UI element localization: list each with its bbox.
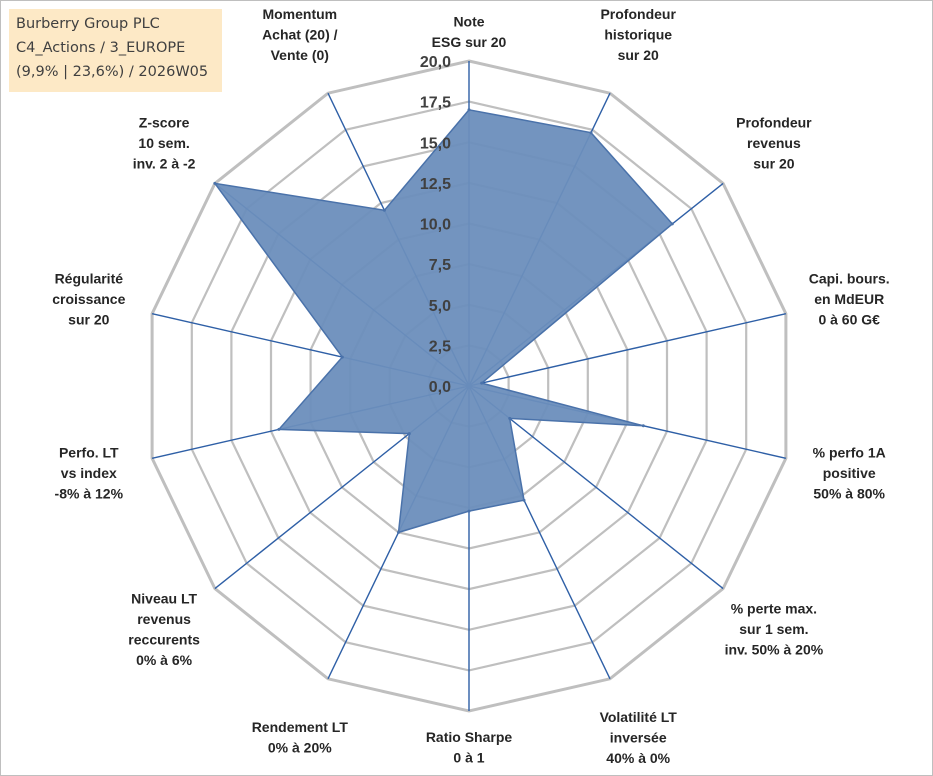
axis-label-line: Capi. bours. — [809, 271, 890, 287]
axis-label-line: 0 à 1 — [453, 750, 484, 766]
tick-label: 7,5 — [429, 257, 451, 274]
axis-label-line: Profondeur — [736, 114, 812, 130]
axis-label-line: 0% à 20% — [268, 740, 332, 756]
title-category: C4_Actions / 3_EUROPE — [16, 40, 186, 56]
axis-label-line: Niveau LT — [131, 590, 197, 606]
axis-label-line: Vente (0) — [271, 47, 329, 63]
axis-label-line: sur 20 — [753, 155, 794, 171]
axis-label-line: Momentum — [262, 6, 337, 22]
series-point — [480, 381, 484, 385]
tick-label: 2,5 — [429, 338, 451, 355]
axis-label: % perte max. sur 1 sem. inv. 50% à 20% — [725, 601, 824, 658]
axis-label: Volatilité LT inversée 40% à 0% — [600, 709, 678, 766]
axis-label: % perfo 1A positive 50% à 80% — [813, 444, 886, 501]
axis-label-line: Z-score — [139, 114, 190, 130]
radial-tick-labels: 0,0 2,5 5,0 7,5 10,0 12,5 15,0 17,5 20,0 — [420, 54, 451, 396]
axis-spoke — [468, 385, 724, 590]
title-box: Burberry Group PLC C4_Actions / 3_EUROPE… — [9, 9, 222, 92]
axis-label: Capi. bours. en MdEUR 0 à 60 G€ — [809, 271, 890, 328]
axis-label-line: 40% à 0% — [606, 750, 670, 766]
tick-label: 20,0 — [420, 54, 451, 71]
tick-label: 10,0 — [420, 217, 451, 234]
radar-series — [213, 108, 674, 534]
axis-label-line: 50% à 80% — [813, 485, 885, 501]
axis-label: Ratio Sharpe 0 à 1 — [426, 729, 513, 766]
axis-spoke — [468, 313, 787, 387]
axis-label-line: 0% à 6% — [136, 652, 193, 668]
title-period: (9,9% | 23,6%) / 2026W05 — [16, 64, 209, 80]
series-point — [407, 432, 411, 436]
axis-label-line: Ratio Sharpe — [426, 729, 513, 745]
series-point — [397, 530, 400, 534]
series-point — [641, 424, 645, 428]
series-point — [467, 509, 471, 513]
axis-label-line: 10 sem. — [138, 135, 189, 151]
axis-labels: Note ESG sur 20 Profondeur historique sur 20… — [52, 6, 889, 766]
axis-label-line: -8% à 12% — [55, 485, 124, 501]
axis-label-line: inv. 2 à -2 — [133, 155, 196, 171]
axis-label: Momentum Achat (20) / Vente (0) — [262, 6, 338, 63]
axis-label-line: reccurents — [128, 631, 200, 647]
axis-label-line: positive — [823, 465, 876, 481]
axis-label: Perfo. LT vs index -8% à 12% — [55, 444, 124, 501]
series-point — [277, 427, 281, 431]
axis-label-line: en MdEUR — [814, 291, 884, 307]
axis-label: Z-score 10 sem. inv. 2 à -2 — [133, 114, 196, 171]
axis-label-line: inv. 50% à 20% — [725, 642, 824, 658]
axis-label-line: sur 1 sem. — [739, 621, 808, 637]
axis-label: Rendement LT 0% à 20% — [252, 719, 349, 756]
axis-label: Profondeur historique sur 20 — [600, 6, 676, 63]
tick-label: 15,0 — [420, 135, 451, 152]
series-point — [382, 208, 386, 212]
axis-label: Niveau LT revenus reccurents 0% à 6% — [128, 590, 200, 668]
axis-label-line: inversée — [610, 729, 667, 745]
axis-label-line: croissance — [52, 291, 125, 307]
tick-label: 12,5 — [420, 176, 451, 193]
axis-label: Note ESG sur 20 — [432, 14, 507, 51]
series-point — [213, 181, 217, 185]
axis-label: Régularité croissance sur 20 — [52, 271, 125, 328]
axis-label-line: revenus — [137, 611, 191, 627]
tick-label: 17,5 — [420, 95, 451, 112]
tick-label: 0,0 — [429, 379, 451, 396]
axis-label-line: sur 20 — [68, 312, 109, 328]
axis-label-line: Note — [453, 14, 484, 30]
axis-label-line: % perfo 1A — [813, 444, 886, 460]
tick-label: 5,0 — [429, 298, 451, 315]
axis-label-line: Perfo. LT — [59, 444, 119, 460]
series-point — [522, 498, 526, 502]
axis-label: Profondeur revenus sur 20 — [736, 114, 812, 171]
axis-label-line: ESG sur 20 — [432, 34, 507, 50]
axis-label-line: revenus — [747, 135, 801, 151]
series-point — [508, 416, 512, 420]
axis-label-line: vs index — [61, 465, 117, 481]
axis-label-line: 0 à 60 G€ — [818, 312, 880, 328]
series-point — [340, 355, 344, 359]
axis-label-line: Profondeur — [600, 6, 676, 22]
series-point — [589, 131, 593, 135]
axis-label-line: sur 20 — [618, 47, 659, 63]
axis-label-line: historique — [604, 27, 672, 43]
title-company: Burberry Group PLC — [16, 16, 160, 32]
axis-label-line: Achat (20) / — [262, 27, 338, 43]
axis-label-line: % perte max. — [731, 601, 817, 617]
axis-label-line: Régularité — [55, 271, 124, 287]
series-point — [467, 108, 471, 112]
axis-label-line: Rendement LT — [252, 719, 349, 735]
series-point — [670, 222, 674, 226]
axis-label-line: Volatilité LT — [600, 709, 678, 725]
